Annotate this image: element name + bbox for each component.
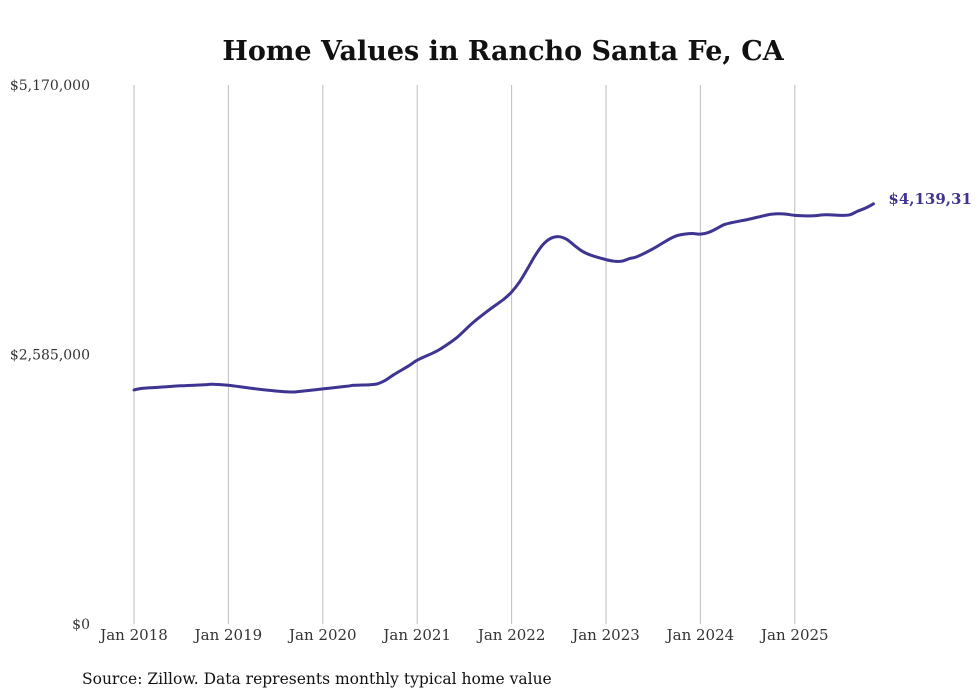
y-tick-label: $2,585,000 — [10, 348, 90, 364]
x-tick-label: Jan 2023 — [570, 626, 640, 644]
x-tick-label: Jan 2021 — [381, 626, 451, 644]
x-tick-label: Jan 2019 — [193, 626, 263, 644]
y-tick-label: $5,170,000 — [10, 78, 90, 94]
y-tick-label: $0 — [72, 617, 90, 633]
series-layer — [132, 202, 875, 394]
source-note: Source: Zillow. Data represents monthly … — [82, 670, 552, 688]
x-tick-label: Jan 2025 — [759, 626, 829, 644]
grid-lines — [133, 85, 796, 624]
x-tick-label: Jan 2024 — [665, 626, 735, 644]
x-axis-ticks: Jan 2018 Jan 2019 Jan 2020 Jan 2021 Jan 2022… — [98, 626, 828, 644]
series-line — [132, 202, 875, 394]
x-tick-label: Jan 2018 — [98, 626, 168, 644]
chart-title: Home Values in Rancho Santa Fe, CA — [222, 36, 784, 67]
last-value-label: $4,139,31 — [888, 190, 972, 208]
x-tick-label: Jan 2022 — [476, 626, 546, 644]
y-axis-ticks: $5,170,000 $2,585,000 $0 — [10, 78, 90, 633]
x-tick-label: Jan 2020 — [287, 626, 357, 644]
